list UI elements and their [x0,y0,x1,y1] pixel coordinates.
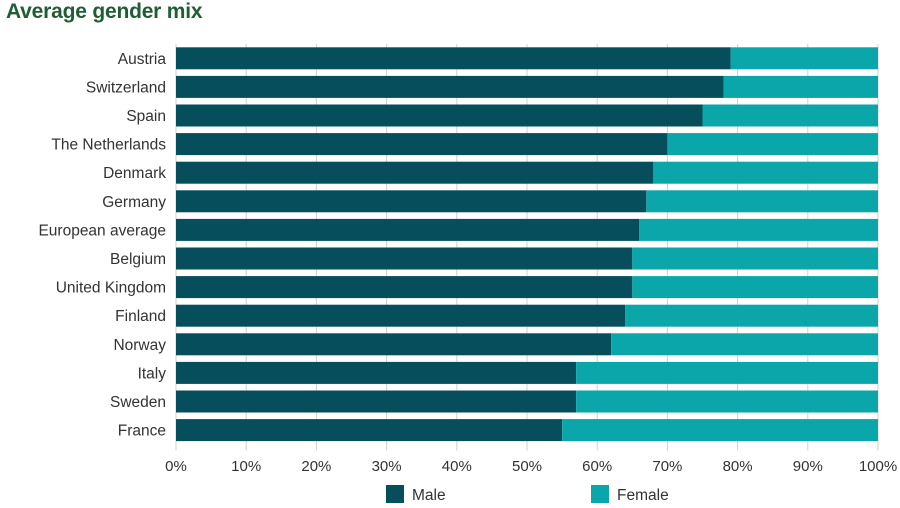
category-label: Germany [102,194,166,211]
bar-female-denmark [653,161,878,184]
bar-male-france [176,419,563,442]
category-label: Switzerland [86,79,166,96]
bar-female-united-kingdom [632,276,878,299]
category-label: Austria [118,51,167,68]
x-tick-label: 10% [231,458,261,475]
category-label: European average [38,222,166,239]
bar-female-italy [576,361,878,384]
x-axis-ticks: 0% 10% 20% 30% 40% 50% 60% 70% 80% 90% 100% [165,458,897,475]
bar-male-the-netherlands [176,133,668,156]
bar-female-finland [625,304,878,327]
legend-label-female: Female [617,487,669,504]
legend: Male Female [386,485,669,504]
bar-male-denmark [176,161,654,184]
x-tick-label: 20% [301,458,331,475]
bar-male-italy [176,361,577,384]
bar-male-united-kingdom [176,276,633,299]
bar-male-european-average [176,218,640,241]
chart-title: Average gender mix [6,0,203,23]
bar-female-the-netherlands [667,133,878,156]
x-tick-label: 90% [793,458,823,475]
bar-female-spain [702,104,878,127]
bar-male-sweden [176,390,577,413]
bar-male-austria [176,47,731,70]
category-label: France [118,423,166,440]
bar-male-switzerland [176,75,724,98]
category-labels: Austria Switzerland Spain The Netherlands De… [38,51,166,440]
bar-female-switzerland [723,75,878,98]
x-tick-label: 50% [512,458,542,475]
bar-male-norway [176,333,612,356]
category-label: The Netherlands [51,137,166,154]
x-tick-label: 30% [372,458,402,475]
bar-male-spain [176,104,703,127]
bar-male-belgium [176,247,633,270]
category-label: Sweden [110,394,166,411]
x-tick-label: 60% [582,458,612,475]
bar-female-belgium [632,247,878,270]
category-label: Finland [115,308,166,325]
category-label: Belgium [110,251,166,268]
category-label: Norway [113,337,166,354]
x-tick-label: 40% [442,458,472,475]
legend-swatch-female [591,485,609,503]
bar-female-germany [646,190,878,213]
bar-female-france [562,419,878,442]
x-tick-label: 0% [165,458,187,475]
bars [176,47,878,442]
x-tick-label: 70% [652,458,682,475]
category-label: United Kingdom [56,280,166,297]
x-tick-label: 80% [723,458,753,475]
x-tick-label: 100% [859,458,897,475]
category-label: Italy [138,365,167,382]
bar-male-germany [176,190,647,213]
bar-female-norway [611,333,878,356]
legend-label-male: Male [412,487,446,504]
bar-female-austria [730,47,878,70]
bar-female-sweden [576,390,878,413]
legend-swatch-male [386,485,404,503]
category-label: Spain [126,108,166,125]
category-label: Denmark [103,165,166,182]
bar-female-european-average [639,218,878,241]
bar-male-finland [176,304,626,327]
